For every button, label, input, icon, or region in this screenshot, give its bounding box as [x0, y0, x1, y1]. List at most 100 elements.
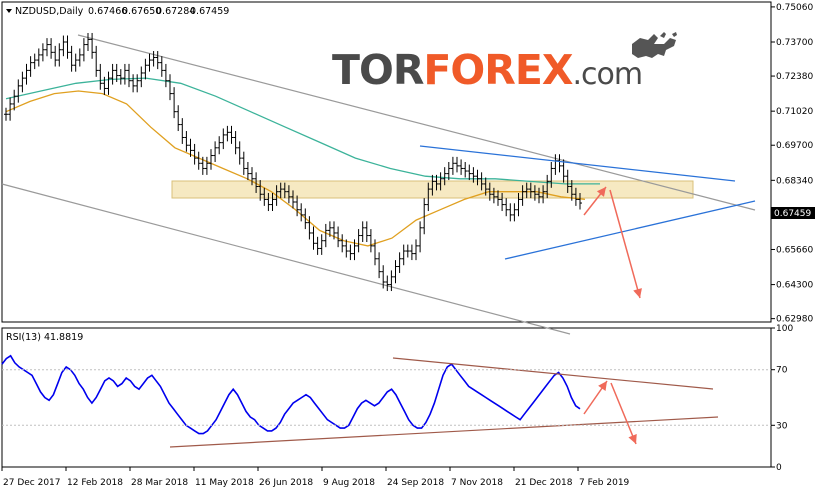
candle [254, 172, 259, 193]
price-tick-label: 0.68340 [776, 176, 813, 186]
candle [274, 185, 279, 206]
candle [389, 270, 394, 292]
candle [463, 162, 468, 178]
candle [163, 63, 168, 88]
candle [471, 167, 476, 183]
rsi-resistance-line [392, 357, 714, 390]
candle [36, 48, 41, 67]
candle [524, 182, 529, 199]
candle [225, 125, 230, 142]
candle [278, 182, 283, 199]
candle [245, 162, 250, 181]
candle [426, 182, 431, 212]
candle [90, 32, 95, 59]
chart-header: NZDUSD,Daily 0.67466 0.67650 0.67284 0.6… [6, 6, 229, 17]
price-tick-label: 0.69700 [776, 141, 813, 151]
candle [53, 45, 58, 67]
moving-averages [5, 77, 600, 247]
candle [455, 156, 459, 173]
candle [241, 151, 246, 175]
candle [65, 35, 70, 59]
candle [438, 172, 443, 191]
candle [282, 182, 287, 199]
candle [385, 275, 390, 292]
candle [184, 131, 189, 152]
candle [348, 244, 353, 261]
price-tick-label: 0.71020 [776, 107, 813, 117]
triangle-lower-line [504, 200, 756, 260]
candle [450, 156, 455, 175]
candle [221, 128, 226, 150]
rsi-tick-label: 100 [776, 324, 793, 334]
price-tick-label: 0.64300 [776, 281, 813, 291]
time-tick-label: 28 Mar 2018 [131, 478, 188, 488]
candle [98, 63, 103, 90]
time-tick-label: 21 Dec 2018 [515, 478, 573, 488]
header-symbol: NZDUSD,Daily [15, 6, 84, 17]
candle [147, 53, 152, 72]
candle [77, 48, 82, 67]
candle [528, 182, 533, 199]
candle [545, 174, 550, 199]
candle [20, 71, 25, 93]
candle [508, 203, 513, 222]
candle [446, 162, 451, 181]
candle [209, 149, 213, 170]
logo-part-forex: FOREX [423, 46, 572, 94]
forecast-arrows [583, 186, 642, 299]
candle [122, 63, 127, 85]
candle [155, 51, 160, 70]
header-high: 0.67650 [122, 6, 161, 17]
price-tick-label: 0.73700 [776, 38, 813, 48]
candle [409, 244, 414, 261]
candle [487, 182, 492, 201]
candle [475, 169, 480, 186]
rsi-line [1, 354, 581, 435]
candle [237, 141, 242, 165]
price-tick-label: 0.62980 [776, 315, 813, 325]
price-tick-label: 0.65660 [776, 245, 813, 255]
candle [323, 223, 328, 248]
candle [233, 131, 238, 155]
candle [377, 252, 382, 279]
candle [135, 74, 140, 93]
candle [303, 208, 308, 230]
sma-fast-line [5, 90, 586, 247]
candle [364, 221, 369, 242]
candle [500, 192, 505, 212]
candle [352, 239, 357, 261]
price-axis: 0.75060 0.73700 0.72380 0.71020 0.69700 0.683… [771, 3, 813, 325]
candle [422, 198, 427, 235]
candle [373, 239, 377, 266]
candle [336, 226, 341, 248]
candle [397, 252, 402, 273]
candle [188, 138, 193, 157]
rsi-axis: 100 70 30 0 [2, 324, 793, 473]
candle [516, 192, 521, 217]
candle [549, 162, 554, 188]
dropdown-triangle-icon[interactable] [6, 9, 12, 13]
candle [311, 226, 316, 250]
torforex-logo: TORFOREX.com [332, 32, 677, 94]
candle [45, 38, 49, 57]
candle [368, 229, 373, 253]
candle [307, 216, 312, 240]
candle [57, 43, 62, 67]
candle [532, 185, 537, 201]
candle [168, 74, 172, 101]
candle [578, 192, 582, 210]
time-tick-label: 24 Sep 2018 [387, 478, 444, 488]
candle [360, 221, 365, 242]
candle [418, 221, 423, 253]
rsi-tick-label: 30 [776, 421, 788, 431]
candle [299, 203, 304, 222]
current-price-value: 0.67459 [774, 209, 811, 219]
forecast-arrow-down [609, 189, 642, 299]
candle [479, 172, 484, 191]
candle [315, 236, 320, 255]
candle [483, 177, 488, 196]
candle [434, 174, 439, 191]
candle [28, 56, 33, 77]
candle [4, 107, 8, 121]
